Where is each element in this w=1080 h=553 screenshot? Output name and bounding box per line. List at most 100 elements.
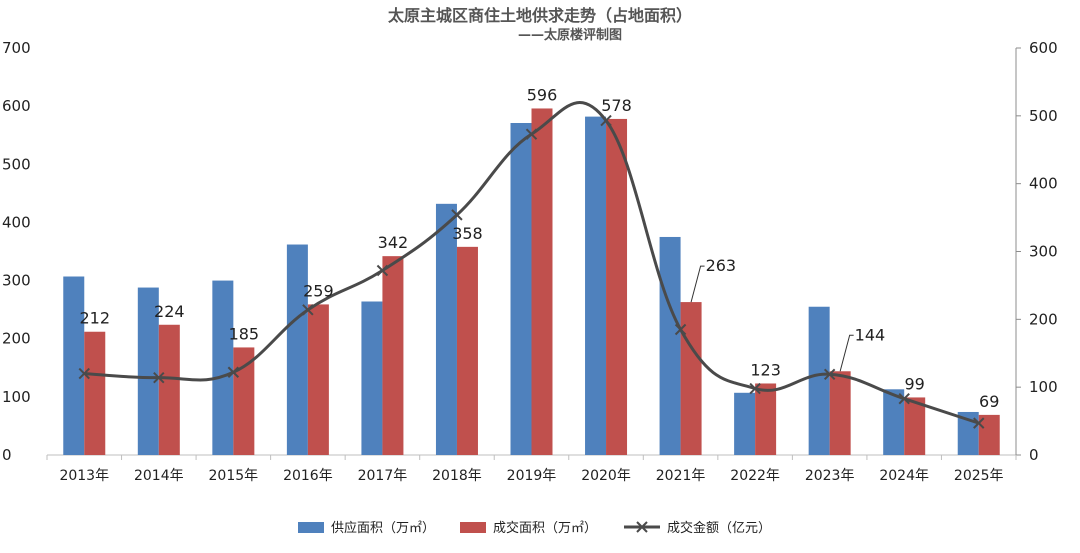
bar-deal xyxy=(755,383,777,455)
data-label: 578 xyxy=(601,96,632,115)
marker-stroke xyxy=(153,371,165,384)
x-tick-label: 2015年 xyxy=(209,468,259,484)
y-left-tick-label: 500 xyxy=(2,155,31,173)
line-marker xyxy=(153,371,165,384)
bar-deal xyxy=(307,304,329,455)
line-marker xyxy=(600,114,612,127)
data-label: 185 xyxy=(229,324,260,343)
bar-deal xyxy=(829,371,851,455)
bar-supply xyxy=(883,389,905,455)
marker-stroke xyxy=(451,209,463,221)
x-tick-label: 2023年 xyxy=(805,468,855,484)
chart-subtitle: ——太原楼评制图 xyxy=(518,27,622,43)
y-left-tick-label: 100 xyxy=(2,388,31,406)
data-label: 342 xyxy=(378,233,409,252)
axes: 0 100 200 300 400 500 600 700 0 100 200 300 400 500 60… xyxy=(2,39,1058,484)
data-labels: 212 224 185 259 342 358 596 578 263 123 144 99 69 xyxy=(79,85,999,410)
y-left-tick-label: 0 xyxy=(2,446,12,464)
bar-supply xyxy=(435,203,457,455)
bar-supply xyxy=(659,236,681,455)
y-right-tick-label: 0 xyxy=(1029,446,1039,464)
x-tick-label: 2017年 xyxy=(358,468,408,484)
bar-deal xyxy=(456,246,478,455)
x-tick-label: 2024年 xyxy=(879,468,929,484)
marker-stroke xyxy=(525,128,538,140)
legend-label: 供应面积（万㎡） xyxy=(331,520,435,536)
x-tick-label: 2020年 xyxy=(581,468,631,484)
line-marker xyxy=(451,209,463,221)
x-tick-label: 2022年 xyxy=(730,468,780,484)
marker-stroke xyxy=(302,304,314,316)
bar-supply xyxy=(808,306,830,455)
bar-deal xyxy=(978,414,1000,455)
line-marker xyxy=(973,417,985,429)
legend-marker xyxy=(636,521,648,533)
marker-stroke xyxy=(898,392,910,405)
bar-deal xyxy=(531,108,553,456)
bar-supply xyxy=(63,276,85,455)
x-tick-label: 2019年 xyxy=(507,468,557,484)
x-tick-label: 2013年 xyxy=(59,468,109,484)
amount-line xyxy=(84,101,980,425)
marker-stroke xyxy=(78,367,90,380)
y-right-tick-label: 500 xyxy=(1029,107,1058,125)
label-leader xyxy=(839,334,854,372)
data-label: 358 xyxy=(452,224,483,243)
x-tick-label: 2014年 xyxy=(134,468,184,484)
bar-supply xyxy=(734,392,756,455)
y-right-tick-label: 300 xyxy=(1029,243,1058,261)
line-marker xyxy=(525,128,538,140)
bar-deal xyxy=(158,324,180,455)
bar-supply xyxy=(510,123,532,456)
y-left-tick-label: 300 xyxy=(2,272,31,290)
data-label: 123 xyxy=(750,360,781,379)
chart-title: 太原主城区商住土地供求走势（占地面积） xyxy=(387,6,692,25)
bars xyxy=(63,108,1000,456)
legend: 供应面积（万㎡） 成交面积（万㎡） 成交金额（亿元） xyxy=(298,520,771,536)
y-right-tick-label: 100 xyxy=(1029,378,1058,396)
bar-supply xyxy=(361,301,383,455)
y-left-tick-label: 700 xyxy=(2,39,31,57)
data-label: 596 xyxy=(527,85,558,104)
bar-deal xyxy=(904,397,926,455)
y-right-tick-label: 200 xyxy=(1029,310,1058,328)
line-marker xyxy=(302,304,314,316)
y-left-tick-label: 200 xyxy=(2,330,31,348)
bar-supply xyxy=(286,244,308,455)
marker-stroke xyxy=(600,114,612,127)
label-leader xyxy=(690,265,705,303)
data-label: 144 xyxy=(855,325,886,344)
legend-swatch xyxy=(460,522,486,533)
line-marker xyxy=(823,368,836,380)
bar-deal xyxy=(84,331,106,455)
x-tick-label: 2021年 xyxy=(656,468,706,484)
y-left-tick-label: 400 xyxy=(2,213,31,231)
x-tick-label: 2018年 xyxy=(432,468,482,484)
line-marker xyxy=(227,366,240,378)
bar-supply xyxy=(212,280,234,455)
bar-supply xyxy=(137,287,159,455)
line-marker xyxy=(898,392,910,405)
y-left-tick-label: 600 xyxy=(2,97,31,115)
marker-stroke xyxy=(376,264,389,277)
y-right-tick-label: 400 xyxy=(1029,175,1058,193)
y-right-tick-label: 600 xyxy=(1029,39,1058,57)
marker-stroke xyxy=(973,417,985,429)
legend-swatch xyxy=(298,522,324,533)
bar-deal xyxy=(233,347,255,455)
x-tick-label: 2016年 xyxy=(283,468,333,484)
line-marker xyxy=(376,264,389,277)
marker-stroke xyxy=(674,323,687,336)
marker-stroke xyxy=(823,368,836,380)
data-label: 263 xyxy=(706,256,737,275)
data-label: 259 xyxy=(303,281,334,300)
data-label: 69 xyxy=(979,392,999,411)
legend-label: 成交金额（亿元） xyxy=(667,520,771,536)
bar-deal xyxy=(382,256,404,455)
line-marker xyxy=(749,382,761,395)
marker-stroke xyxy=(227,366,240,378)
data-label: 224 xyxy=(154,302,185,321)
x-tick-label: 2025年 xyxy=(954,468,1004,484)
